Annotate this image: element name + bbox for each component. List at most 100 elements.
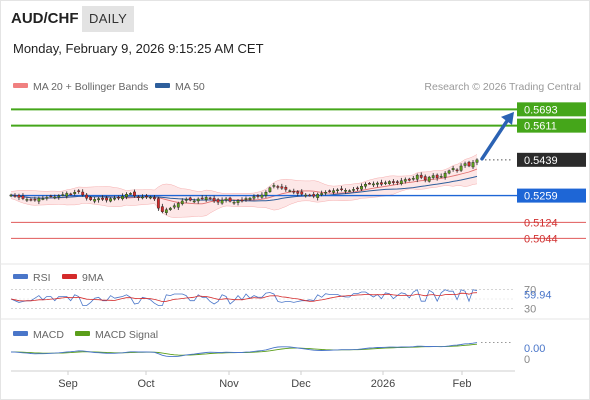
timeframe-badge[interactable]: DAILY [82,6,135,32]
candle-body [284,187,288,190]
candle-body [129,193,132,195]
arrow-shaft [480,116,511,161]
macd-signal-line [11,343,478,356]
candle-body [117,196,120,199]
candle-body [372,183,375,186]
candle-body [204,197,208,200]
candle-body [304,194,308,197]
candle-body [364,184,367,187]
candle-body [332,190,336,193]
candle-body [196,198,200,202]
candle-body [451,168,455,170]
candle-body [356,187,359,190]
candle-body [471,162,475,168]
candle-body [133,191,136,196]
candle-body [125,193,128,197]
rsi-legend-swatch [13,274,28,279]
support-label-4: 0.5124 [524,217,558,229]
resistance-box-0 [517,102,586,117]
candle-body [13,195,17,197]
macd-legend: MACD MACD Signal [13,329,158,341]
candle-body [248,197,252,200]
pivot-label-3: 0.5259 [524,191,558,203]
candle-body [37,197,41,202]
candle-body [423,176,427,181]
candle-body [212,197,216,202]
candle-body [391,181,395,183]
x-tick-label: Oct [137,378,154,390]
macd-signal-legend-swatch [75,331,90,336]
candle-body [152,197,156,200]
candle-body [292,190,296,193]
rsi-legend: RSI 9MA [13,272,104,284]
candle-body [439,176,443,178]
candle-body [380,182,383,185]
candle-body [280,186,284,189]
candle-body [156,198,160,209]
price-levels [11,108,586,239]
candle-body [49,195,53,198]
x-tick-label: Feb [453,378,472,390]
candle-body [475,159,479,163]
candle-body [73,192,77,194]
candle-body [443,172,447,178]
candle-body [141,196,144,199]
candle-body [172,205,176,208]
x-axis: Sep Oct Nov Dec 2026 Feb [58,371,471,390]
rsi-ma-legend-swatch [62,274,77,279]
ma50-legend-label: MA 50 [175,81,205,93]
macd-legend-label: MACD [33,329,64,341]
x-tick-label: 2026 [371,378,395,390]
candle-body [145,195,148,198]
bollinger-band-fill [11,154,477,218]
candle-body [387,181,391,184]
candle-body [252,196,256,199]
ma50-line [10,175,478,202]
candle-body [65,193,69,197]
candle-body [232,201,236,204]
x-tick-label: Dec [291,378,311,390]
rsi-ma-line [10,292,478,303]
candle-body [216,199,220,203]
rsi-tick-70: 70 [524,285,536,297]
candle-body [411,178,415,180]
price-legend: MA 20 + Bollinger Bands MA 50 Research ©… [13,81,581,93]
candle-body [101,197,105,200]
rsi-tick-30: 30 [524,303,536,315]
candle-body [395,181,399,183]
candle-body [320,193,324,195]
candle-body [300,191,304,195]
macd-value-label: 0.00 [524,343,545,355]
candle-body [296,191,300,194]
macd-tick-0: 0 [524,354,530,366]
candle-body [276,186,280,188]
macd-panel: 0.000 [10,342,545,366]
candle-body [467,161,471,167]
candle-body [407,178,411,181]
candle-body [25,199,29,201]
candle-body [415,174,419,180]
candle-body [244,198,248,200]
candle-body [180,200,184,205]
candle-body [21,195,25,199]
candle-body [368,183,371,185]
macd-line [10,342,478,358]
candle-body [109,198,112,202]
candle-body [352,189,355,191]
candle-body [403,179,407,182]
chart-header: AUD/CHF DAILY [0,0,590,34]
candlesticks [9,158,479,216]
candle-body [324,192,328,194]
candle-body [137,196,140,198]
candle-body [336,189,339,192]
ma50-legend-swatch [155,83,170,88]
candle-body [288,190,292,192]
candle-body [81,191,85,196]
bollinger-upper [10,154,478,194]
rsi-line [10,289,478,306]
macd-signal-legend-label: MACD Signal [95,329,158,341]
pivot-box-3 [517,188,586,203]
candle-body [256,195,260,197]
candle-body [93,199,97,202]
